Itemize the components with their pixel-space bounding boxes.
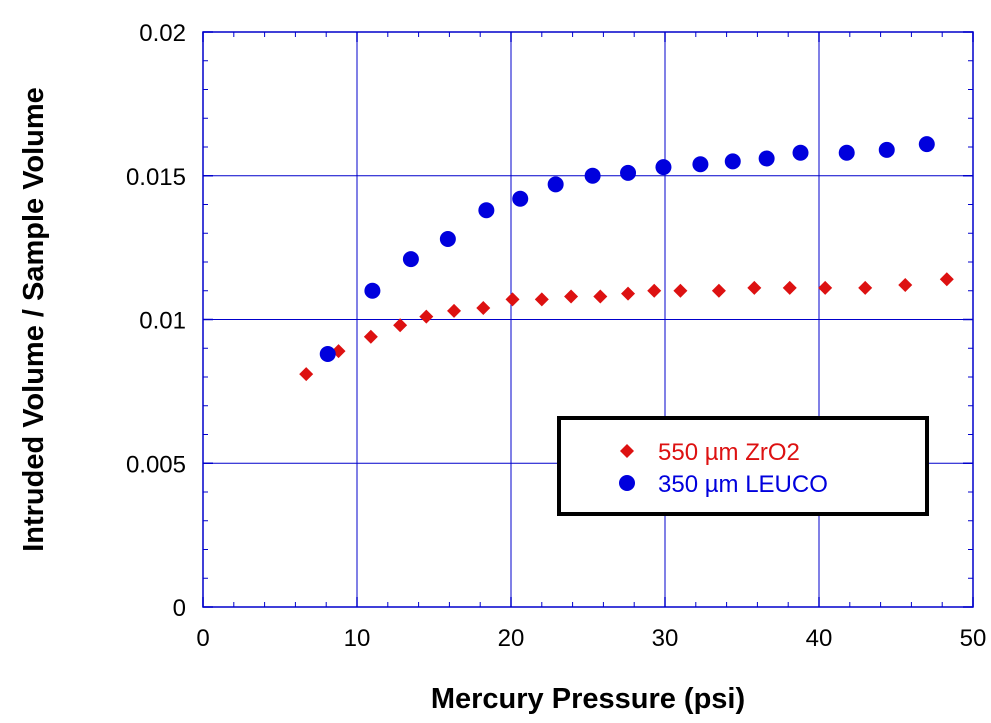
data-point-leuco [319,346,336,362]
data-point-leuco [439,231,456,247]
y-tick-label: 0 [173,595,186,622]
data-point-zro2 [711,283,726,298]
x-tick-label: 20 [498,625,525,652]
legend-marker-zro2 [620,444,634,458]
data-point-zro2 [858,280,873,295]
x-tick-label: 50 [960,625,987,652]
y-tick-label: 0.02 [139,20,186,47]
data-point-zro2 [505,292,520,307]
data-point-leuco [918,136,935,153]
x-tick-label: 30 [652,625,679,652]
tick-labels: 0 10 20 30 40 50 0 0.005 0.01 0.015 0.02 [126,20,986,652]
legend-marker-leuco [619,475,635,491]
data-point-leuco [402,251,419,268]
tick-marks [202,31,974,608]
data-point-leuco [792,144,809,161]
x-axis-title: Mercury Pressure (psi) [431,683,745,715]
data-point-zro2 [621,286,636,301]
data-point-zro2 [534,292,549,307]
y-tick-label: 0.005 [126,451,186,478]
data-point-leuco [758,150,775,167]
legend-box [557,416,929,516]
data-point-leuco [838,144,855,161]
data-point-zro2 [363,329,378,344]
data-point-zro2 [564,289,579,304]
data-point-zro2 [898,278,913,292]
data-point-zro2 [447,303,462,318]
data-point-zro2 [647,283,662,298]
data-point-zro2 [593,289,608,304]
y-axis-title: Intruded Volume / Sample Volume [18,87,50,552]
x-tick-label: 40 [806,625,833,652]
data-point-zro2 [393,318,408,333]
y-tick-label: 0.01 [139,308,186,335]
data-point-zro2 [419,309,434,324]
data-point-zro2 [299,367,314,382]
plot-frame [202,31,974,608]
legend-label-leuco: 350 µm LEUCO [658,471,828,498]
x-tick-label: 0 [196,625,209,652]
grid-layer [203,32,973,607]
data-point-zro2 [747,280,762,295]
data-point-zro2 [782,280,797,295]
data-point-leuco [512,190,529,207]
data-point-leuco [478,202,495,219]
data-point-zro2 [476,301,491,315]
data-point-leuco [655,159,672,176]
x-tick-label: 10 [344,625,371,652]
data-points [299,136,954,382]
data-point-leuco [584,167,601,184]
y-tick-label: 0.015 [126,164,186,191]
data-point-leuco [620,164,637,181]
data-point-leuco [364,282,381,299]
legend-label-zro2: 550 µm ZrO2 [658,439,800,466]
data-point-zro2 [673,283,688,298]
data-point-leuco [547,176,564,193]
legend: 550 µm ZrO2 350 µm LEUCO [557,416,929,516]
data-point-zro2 [818,280,833,295]
legend-markers [619,444,635,491]
data-point-leuco [692,156,709,173]
data-point-zro2 [939,272,954,287]
data-point-leuco [878,141,895,158]
data-point-leuco [724,153,741,170]
